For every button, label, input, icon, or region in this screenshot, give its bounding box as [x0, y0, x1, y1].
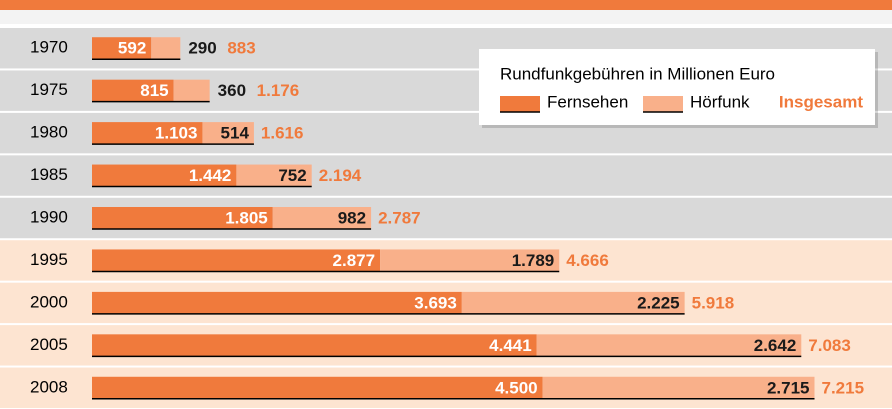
bar-segment [92, 249, 381, 272]
bar-segment [92, 79, 174, 102]
bar-segment [236, 164, 312, 187]
bar-segment [542, 376, 815, 399]
legend-swatch [643, 96, 683, 112]
bar-segment [92, 291, 462, 314]
value-label: 2.225 [637, 293, 680, 312]
header-shadow [0, 10, 892, 24]
value-label: 290 [188, 39, 216, 58]
y-tick-label: 2000 [30, 292, 68, 311]
legend: Rundfunkgebühren in Millionen Euro Ferns… [479, 49, 878, 128]
y-tick-label: 1985 [30, 165, 68, 184]
bar-segment [92, 334, 537, 357]
value-label: 2.877 [333, 251, 376, 270]
y-tick-label: 1995 [30, 250, 68, 269]
bars: 592 290 883 815 360 1.176 1.103 514 1.616 1.442 75… [92, 37, 865, 400]
total-label: 7.215 [822, 378, 865, 397]
value-label: 514 [221, 124, 250, 143]
header-strip [0, 0, 892, 10]
legend-label: Fernsehen [547, 92, 628, 111]
value-label: 2.642 [754, 336, 797, 355]
y-tick-label: 1975 [30, 80, 68, 99]
legend-title: Rundfunkgebühren in Millionen Euro [500, 64, 775, 83]
legend-swatch [500, 96, 540, 112]
value-label: 4.500 [495, 378, 538, 397]
value-label: 752 [278, 166, 306, 185]
total-label: 883 [227, 39, 255, 58]
value-label: 982 [338, 208, 366, 227]
value-label: 360 [218, 81, 246, 100]
total-label: 1.176 [257, 81, 300, 100]
bar-segment [92, 37, 152, 60]
legend-label: Insgesamt [779, 92, 863, 111]
total-label: 1.616 [261, 124, 304, 143]
legend-box [479, 49, 875, 125]
y-tick-label: 1970 [30, 38, 68, 57]
bar-segment [173, 79, 210, 102]
value-label: 1.789 [512, 251, 555, 270]
y-tick-label: 1980 [30, 123, 68, 142]
y-tick-label: 2008 [30, 377, 68, 396]
legend-label: Hörfunk [690, 92, 750, 111]
y-tick-label: 1990 [30, 207, 68, 226]
bar-segment [92, 122, 203, 145]
value-label: 815 [140, 81, 168, 100]
value-label: 592 [118, 39, 146, 58]
total-label: 7.083 [808, 336, 851, 355]
y-tick-label: 2005 [30, 335, 68, 354]
value-label: 1.103 [155, 124, 198, 143]
total-label: 4.666 [566, 251, 609, 270]
bar-segment [536, 334, 802, 357]
total-label: 2.194 [319, 166, 362, 185]
total-label: 5.918 [692, 293, 735, 312]
bar-segment [202, 122, 254, 145]
bar-segment [272, 207, 372, 229]
value-label: 1.442 [189, 166, 232, 185]
bar-segment [92, 376, 543, 399]
value-label: 1.805 [225, 208, 268, 227]
bar-segment [151, 37, 181, 60]
bar-segment [92, 207, 273, 229]
total-label: 2.787 [378, 208, 421, 227]
bar-segment [461, 291, 685, 314]
bar-segment [92, 164, 237, 187]
bar-segment [380, 249, 560, 272]
value-label: 4.441 [489, 336, 532, 355]
value-label: 2.715 [767, 378, 810, 397]
value-label: 3.693 [414, 293, 457, 312]
